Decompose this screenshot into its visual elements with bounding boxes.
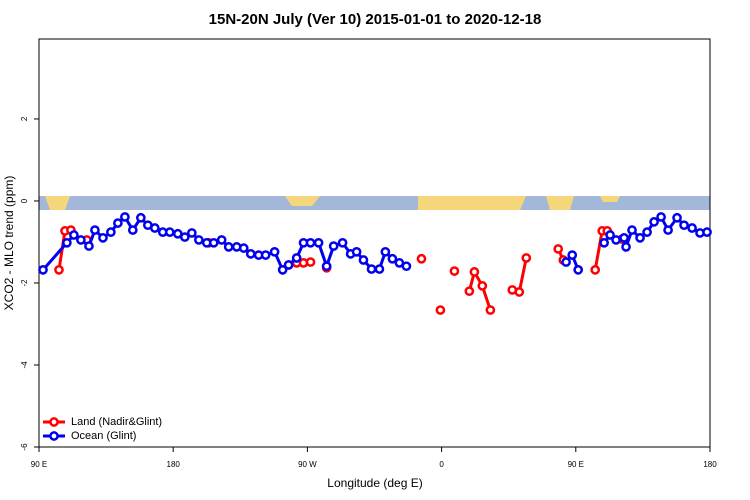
x-axis-label: Longitude (deg E) bbox=[327, 476, 422, 490]
data-point bbox=[135, 212, 146, 223]
data-point bbox=[514, 287, 525, 297]
data-point bbox=[435, 305, 446, 315]
data-point bbox=[672, 212, 682, 223]
y-tick-label: 2 bbox=[20, 116, 29, 121]
data-point bbox=[84, 241, 94, 251]
chart-title: 15N-20N July (Ver 10) 2015-01-01 to 2020… bbox=[209, 11, 542, 28]
data-point bbox=[283, 260, 294, 270]
data-point bbox=[90, 225, 100, 235]
data-point bbox=[269, 246, 280, 257]
data-point bbox=[305, 237, 316, 248]
y-tick-label: -6 bbox=[20, 443, 29, 451]
data-point bbox=[113, 218, 123, 228]
data-point bbox=[619, 233, 629, 243]
data-point bbox=[621, 242, 631, 252]
data-point bbox=[186, 228, 197, 238]
data-point bbox=[313, 237, 324, 248]
data-point bbox=[150, 223, 160, 233]
x-tick-label: 90 E bbox=[31, 460, 47, 469]
data-point bbox=[627, 225, 637, 235]
data-point bbox=[38, 265, 48, 275]
y-axis-label: XCO2 - MLO trend (ppm) bbox=[2, 176, 16, 311]
data-point bbox=[291, 253, 302, 263]
x-tick-label: 90 W bbox=[298, 460, 317, 469]
data-point bbox=[277, 265, 288, 275]
legend-label: Land (Nadir&Glint) bbox=[71, 416, 162, 428]
map-strip bbox=[39, 196, 710, 210]
x-tick-label: 180 bbox=[167, 460, 181, 469]
data-point bbox=[358, 255, 369, 265]
data-point bbox=[642, 227, 652, 237]
y-tick-label: -2 bbox=[20, 279, 29, 287]
data-point bbox=[120, 212, 130, 222]
legend-marker bbox=[49, 417, 59, 427]
data-point bbox=[328, 241, 339, 251]
data-point bbox=[656, 212, 666, 222]
data-point bbox=[649, 217, 659, 227]
data-point bbox=[193, 235, 204, 245]
data-point bbox=[605, 230, 615, 240]
data-point bbox=[76, 235, 86, 245]
data-point bbox=[106, 227, 116, 237]
data-point bbox=[380, 246, 391, 257]
data-point bbox=[164, 227, 175, 237]
data-point bbox=[245, 249, 256, 259]
data-point bbox=[635, 233, 645, 243]
data-point bbox=[216, 235, 227, 245]
y-tick-label: -4 bbox=[20, 361, 29, 369]
data-point bbox=[687, 223, 697, 233]
data-point bbox=[679, 220, 689, 231]
data-point bbox=[485, 305, 496, 315]
data-point bbox=[351, 246, 362, 257]
data-point bbox=[98, 233, 108, 243]
data-point bbox=[260, 250, 271, 260]
x-tick-label: 180 bbox=[703, 460, 717, 469]
x-tick-label: 0 bbox=[439, 460, 444, 469]
data-point bbox=[416, 253, 427, 264]
data-point bbox=[179, 232, 190, 242]
plot-frame bbox=[38, 38, 711, 448]
data-point bbox=[401, 261, 412, 272]
data-point bbox=[611, 235, 621, 245]
data-point bbox=[321, 261, 332, 272]
data-point bbox=[561, 257, 571, 267]
data-point bbox=[477, 281, 488, 291]
data-point bbox=[305, 257, 316, 267]
data-point bbox=[366, 264, 377, 274]
data-point bbox=[599, 237, 609, 248]
data-point bbox=[208, 237, 219, 248]
data-point bbox=[590, 265, 601, 275]
data-point bbox=[54, 265, 64, 275]
legend-marker bbox=[49, 431, 59, 441]
data-point bbox=[469, 267, 480, 277]
data-point bbox=[702, 227, 712, 237]
data-point bbox=[573, 265, 584, 275]
x-tick-label: 90 E bbox=[568, 460, 584, 469]
data-point bbox=[223, 242, 234, 252]
data-point bbox=[567, 250, 578, 260]
data-point bbox=[62, 237, 72, 248]
data-point bbox=[69, 230, 79, 240]
legend-label: Ocean (Glint) bbox=[71, 430, 136, 442]
data-point bbox=[337, 237, 348, 248]
data-point bbox=[464, 286, 475, 297]
data-point bbox=[127, 225, 138, 235]
y-tick-label: 0 bbox=[20, 198, 29, 203]
data-point bbox=[449, 266, 460, 276]
data-point bbox=[238, 243, 249, 253]
data-point bbox=[663, 225, 673, 235]
data-point bbox=[374, 264, 385, 274]
data-point bbox=[553, 244, 564, 254]
data-point bbox=[387, 253, 398, 264]
data-point bbox=[521, 253, 532, 263]
